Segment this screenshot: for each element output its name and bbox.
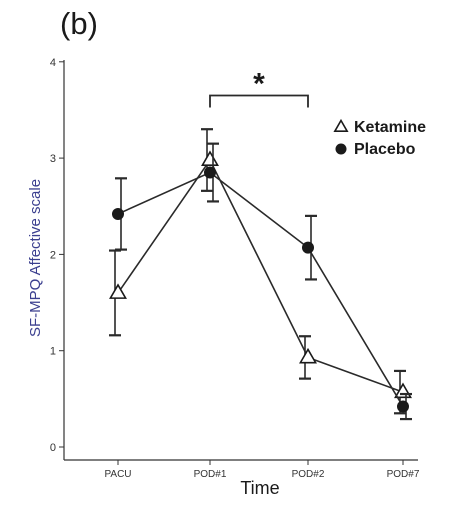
series-layer [109, 128, 412, 421]
significance-bracket [209, 94, 309, 108]
significance-star: * [253, 68, 265, 101]
x-tick-label-pod-7: POD#7 [387, 469, 420, 480]
y-tick-label-0: 0 [50, 442, 56, 454]
ketamine-line [117, 158, 404, 393]
placebo-line [117, 171, 404, 407]
ketamine-point-pacu [109, 283, 127, 299]
panel-label: (b) [60, 6, 98, 41]
y-tick-label-2: 2 [50, 249, 56, 261]
legend-label-ketamine: Ketamine [354, 119, 426, 136]
legend-label-placebo: Placebo [354, 141, 416, 158]
x-axis-title: Time [240, 478, 279, 498]
placebo-point-pod-7 [397, 400, 409, 413]
y-tick-label-4: 4 [50, 57, 56, 69]
x-tick-label-pod-2: POD#2 [292, 469, 325, 480]
series-ketamine [109, 128, 412, 415]
placebo-point-pod-1 [204, 166, 216, 179]
y-axis-title: SF-MPQ Affective scale [27, 179, 44, 337]
placebo-point-pacu [112, 207, 124, 220]
x-tick-label-pacu: PACU [104, 469, 131, 480]
legend-marker-ketamine [333, 118, 349, 133]
y-tick-label-3: 3 [50, 153, 56, 165]
placebo-point-pod-2 [302, 241, 314, 254]
legend-marker-placebo [335, 143, 347, 155]
y-tick-label-1: 1 [50, 346, 56, 358]
ketamine-point-pod-1 [201, 150, 219, 167]
x-tick-label-pod-1: POD#1 [194, 469, 227, 480]
annotation-layer: * [209, 68, 309, 108]
series-placebo [112, 142, 412, 421]
ketamine-point-pod-2 [299, 347, 317, 364]
legend: Ketamine Placebo [333, 118, 426, 158]
axes: 0 1 2 3 4 PACU POD#1 POD#2 POD#7 [50, 57, 420, 480]
